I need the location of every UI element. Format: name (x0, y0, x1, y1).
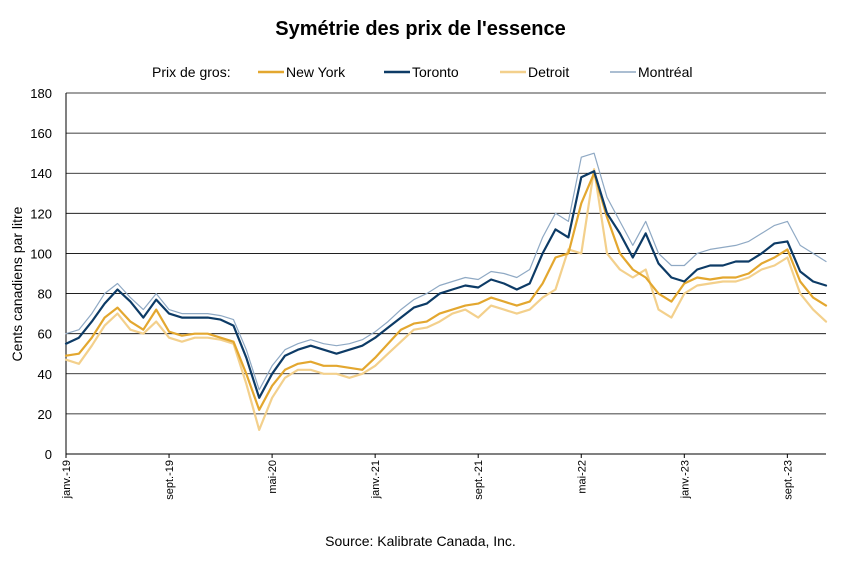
y-tick-label: 0 (45, 447, 52, 462)
y-tick-label: 120 (30, 206, 52, 221)
x-tick-labels: janv.-19 sept.-19 mai-20 janv.-21 sept.-21 ma… (61, 454, 794, 500)
legend-label: Detroit (528, 64, 569, 80)
y-tick-label: 160 (30, 126, 52, 141)
y-tick-label: 80 (38, 287, 52, 302)
y-tick-label: 100 (30, 246, 52, 261)
y-tick-label: 40 (38, 367, 52, 382)
axes (65, 93, 826, 455)
x-tick-label: mai-20 (267, 460, 279, 494)
legend-label: Toronto (412, 64, 459, 80)
x-tick-label: sept.-19 (164, 460, 176, 500)
x-tick-label: janv.-21 (370, 460, 382, 499)
chart-title: Symétrie des prix de l'essence (275, 18, 566, 40)
legend-label: New York (286, 64, 346, 80)
series-lines (64, 152, 828, 431)
y-tick-label: 180 (30, 86, 52, 101)
y-tick-label: 60 (38, 327, 52, 342)
y-axis-label: Cents canadiens par litre (9, 206, 25, 361)
series-line-new-york (64, 172, 828, 411)
legend-label: Montréal (638, 64, 692, 80)
x-tick-label: janv.-19 (61, 460, 73, 499)
legend-title: Prix de gros: (152, 64, 231, 80)
series-line-montr-al (65, 152, 827, 391)
series-line-toronto (64, 170, 828, 399)
legend: Prix de gros: New York Toronto Detroit Montr… (152, 64, 692, 80)
series-line-detroit (64, 168, 828, 431)
y-tick-labels: 0 20 40 60 80 100 120 140 160 180 (30, 86, 52, 462)
gridlines (66, 92, 826, 415)
x-tick-label: sept.-21 (473, 460, 485, 500)
x-tick-label: janv.-23 (679, 460, 691, 499)
x-tick-label: mai-22 (576, 460, 588, 494)
y-tick-label: 140 (30, 166, 52, 181)
x-tick-label: sept.-23 (782, 460, 794, 500)
y-tick-label: 20 (38, 407, 52, 422)
source-note: Source: Kalibrate Canada, Inc. (325, 533, 516, 549)
